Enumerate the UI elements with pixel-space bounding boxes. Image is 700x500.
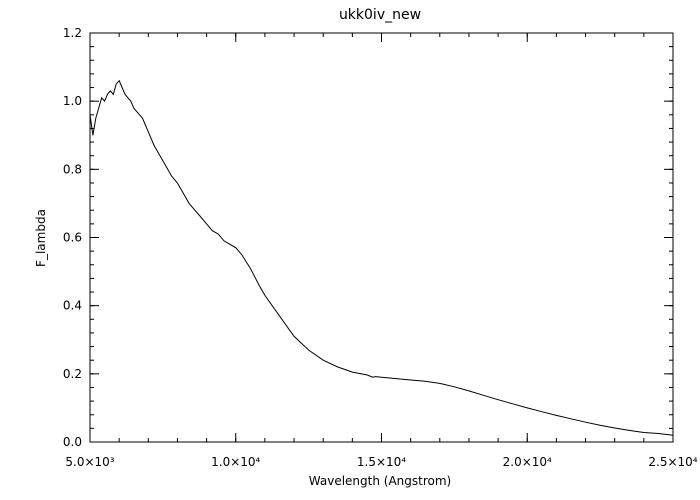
x-tick-label: 2.5×10⁴ [648,455,697,469]
x-tick-labels: 5.0×10³ 1.0×10⁴ 1.5×10⁴ 2.0×10⁴ 2.5×10⁴ [65,455,697,469]
x-tick-label: 5.0×10³ [65,455,114,469]
y-tick-label: 1.0 [63,94,82,108]
spectrum-line [89,79,674,436]
y-tick-label: 0.6 [63,231,82,245]
x-tick-label: 2.0×10⁴ [503,455,552,469]
y-axis-label: F_lambda [34,209,48,267]
tick-marks [89,32,674,443]
y-tick-label: 0.4 [63,299,82,313]
y-tick-label: 1.2 [63,26,82,40]
plot-frame [89,32,674,443]
y-tick-labels: 0.0 0.2 0.4 0.6 0.8 1.0 1.2 [63,26,82,449]
x-tick-label: 1.0×10⁴ [211,455,260,469]
x-tick-label: 1.5×10⁴ [357,455,406,469]
y-tick-label: 0.2 [63,367,82,381]
x-axis-label: Wavelength (Angstrom) [309,474,451,488]
y-tick-label: 0.8 [63,162,82,176]
chart-title: ukk0iv_new [339,7,421,23]
y-tick-label: 0.0 [63,435,82,449]
